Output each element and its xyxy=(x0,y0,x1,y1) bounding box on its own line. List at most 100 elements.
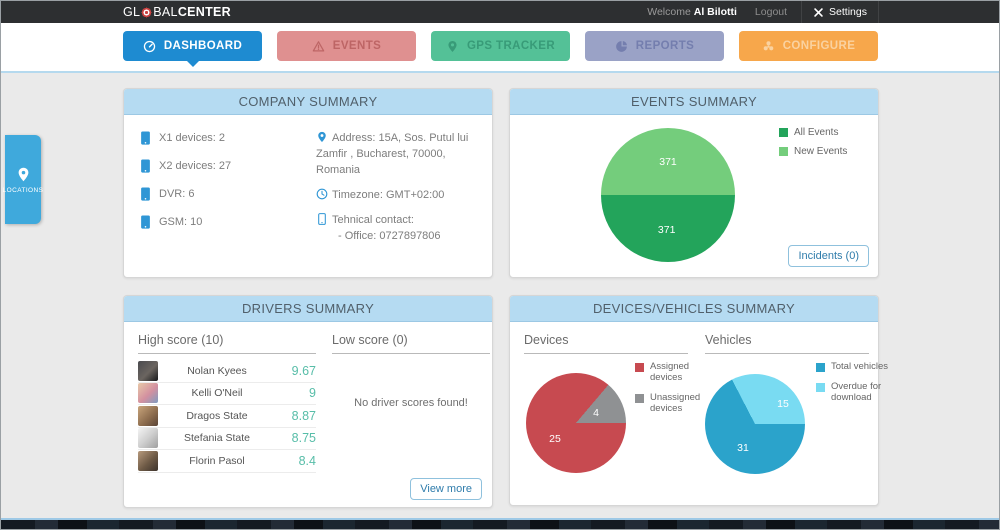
devices-subheader: Devices xyxy=(524,333,688,354)
events-pie-chart: 371 371 xyxy=(601,128,735,262)
unassigned-devices-value: 4 xyxy=(593,407,599,419)
drivers-summary-panel: DRIVERS SUMMARY High score (10) Low scor… xyxy=(123,295,493,508)
driver-score: 9 xyxy=(309,386,316,401)
nav-dashboard-button[interactable]: DASHBOARD xyxy=(123,31,262,61)
bottom-map-strip xyxy=(1,518,999,529)
company-contact-title: Tehnical contact: xyxy=(332,213,414,226)
driver-name: Florin Pasol xyxy=(189,454,245,467)
incidents-button[interactable]: Incidents (0) xyxy=(788,245,869,267)
logo-text-gl: GL xyxy=(123,5,141,19)
vehicles-legend: Total vehicles Overdue for download xyxy=(816,361,893,404)
settings-button[interactable]: Settings xyxy=(801,1,879,23)
vehicles-pie-chart: 15 31 xyxy=(705,374,805,474)
company-timezone-row: Timezone: GMT+02:00 xyxy=(316,188,478,204)
main-nav: DASHBOARD EVENTS GPS TRACKER REPORTS xyxy=(1,23,999,73)
nav-gps-tracker-button[interactable]: GPS TRACKER xyxy=(431,31,570,61)
driver-row: Stefania State 8.75 xyxy=(138,428,316,450)
assigned-devices-label: Assigned devices xyxy=(650,361,690,383)
username: Al Bilotti xyxy=(693,6,737,18)
header-underline xyxy=(332,353,490,354)
company-contact-office: - Office: 0727897806 xyxy=(338,229,441,242)
driver-name: Dragos State xyxy=(186,409,248,422)
company-item-x1: X1 devices: 2 xyxy=(140,131,316,145)
company-item-gsm: GSM: 10 xyxy=(140,215,316,229)
devices-legend: Assigned devices Unassigned devices xyxy=(635,361,712,415)
company-x1-text: X1 devices: 2 xyxy=(159,132,226,144)
warning-icon xyxy=(312,40,325,51)
nav-events-button[interactable]: EVENTS xyxy=(277,31,416,61)
welcome-text: Welcome Al Bilotti xyxy=(647,6,737,18)
legend-item-unassigned-devices: Unassigned devices xyxy=(635,391,712,415)
mobile-phone-icon xyxy=(318,212,326,225)
driver-name: Stefania State xyxy=(184,432,250,445)
driver-name: Kelli O'Neil xyxy=(191,387,243,400)
total-vehicles-value: 31 xyxy=(737,442,749,454)
high-score-list: Nolan Kyees 9.67 Kelli O'Neil 9 Dragos S… xyxy=(138,360,316,473)
no-driver-scores-text: No driver scores found! xyxy=(354,397,468,409)
drivers-summary-title: DRIVERS SUMMARY xyxy=(124,296,492,322)
topbar: GL BAL CENTER Welcome Al Bilotti Logout … xyxy=(1,1,999,23)
pie-chart-icon xyxy=(615,40,627,52)
device-icon xyxy=(141,131,150,145)
devices-subheader-text: Devices xyxy=(524,333,569,347)
welcome-prefix: Welcome xyxy=(647,6,691,18)
driver-row: Florin Pasol 8.4 xyxy=(138,450,316,473)
topbar-right: Welcome Al Bilotti Logout Settings xyxy=(647,1,879,23)
events-summary-body: All Events New Events 371 371 Incidents … xyxy=(510,115,878,277)
company-address-text: Address: 15A, Sos. Putul lui Zamfir , Bu… xyxy=(316,132,469,176)
assigned-devices-swatch xyxy=(635,363,644,372)
settings-label: Settings xyxy=(829,6,867,18)
vehicles-subheader: Vehicles xyxy=(705,333,869,354)
locations-side-tab[interactable]: LOCATIONS xyxy=(3,135,43,224)
company-item-x2: X2 devices: 27 xyxy=(140,159,316,173)
logo-text-bal: BAL xyxy=(153,5,178,19)
company-device-counts: X1 devices: 2 X2 devices: 27 xyxy=(140,131,316,254)
company-item-dvr: DVR: 6 xyxy=(140,187,316,201)
device-icon xyxy=(141,215,150,229)
unassigned-devices-swatch xyxy=(635,393,644,403)
driver-score: 8.75 xyxy=(291,431,316,446)
vehicles-subheader-text: Vehicles xyxy=(705,333,752,347)
nav-configure-button[interactable]: CONFIGURE xyxy=(739,31,878,61)
company-contact-row: Tehnical contact: - Office: 0727897806 xyxy=(316,212,478,245)
nav-gps-tracker-label: GPS TRACKER xyxy=(466,40,556,52)
device-icon xyxy=(141,159,150,173)
company-address-row: Address: 15A, Sos. Putul lui Zamfir , Bu… xyxy=(316,131,478,179)
company-summary-body: X1 devices: 2 X2 devices: 27 xyxy=(124,115,492,277)
header-underline xyxy=(138,353,316,354)
nav-reports-label: REPORTS xyxy=(635,40,695,52)
dashboard-content: LOCATIONS COMPANY SUMMARY X1 devices: 2 xyxy=(1,73,999,518)
overdue-download-value: 15 xyxy=(777,398,789,410)
nav-dashboard-label: DASHBOARD xyxy=(163,40,243,52)
assigned-devices-value: 25 xyxy=(549,433,561,445)
driver-row: Dragos State 8.87 xyxy=(138,405,316,428)
devices-vehicles-summary-panel: DEVICES/VEHICLES SUMMARY Devices Vehicle… xyxy=(509,295,888,506)
devices-pie-chart: 25 4 xyxy=(526,373,626,473)
device-icon xyxy=(141,187,150,201)
driver-avatar xyxy=(138,383,158,404)
company-contact-info: Address: 15A, Sos. Putul lui Zamfir , Bu… xyxy=(316,131,478,254)
low-score-header: Low score (0) xyxy=(332,333,490,354)
legend-item-overdue-download: Overdue for download xyxy=(816,381,893,404)
view-more-button[interactable]: View more xyxy=(410,478,482,500)
legend-item-total-vehicles: Total vehicles xyxy=(816,361,893,373)
devices-vehicles-title: DEVICES/VEHICLES SUMMARY xyxy=(510,296,878,322)
new-events-swatch xyxy=(779,146,788,156)
devices-vehicles-body: Devices Vehicles 25 4 Assigned devices xyxy=(510,322,888,505)
map-pin-icon xyxy=(448,40,457,52)
events-summary-title: EVENTS SUMMARY xyxy=(510,89,878,115)
total-vehicles-label: Total vehicles xyxy=(831,361,889,372)
company-dvr-text: DVR: 6 xyxy=(159,188,195,200)
unassigned-devices-label: Unassigned devices xyxy=(650,391,701,414)
driver-avatar xyxy=(138,360,158,381)
nav-configure-label: CONFIGURE xyxy=(782,40,856,52)
driver-avatar xyxy=(138,450,158,471)
legend-item-all-events: All Events xyxy=(779,127,864,139)
company-x2-text: X2 devices: 27 xyxy=(159,160,232,172)
gauge-icon xyxy=(143,40,155,52)
logout-link[interactable]: Logout xyxy=(754,6,788,18)
new-events-label: New Events xyxy=(794,145,848,157)
driver-avatar xyxy=(138,428,158,449)
nav-reports-button[interactable]: REPORTS xyxy=(585,31,724,61)
